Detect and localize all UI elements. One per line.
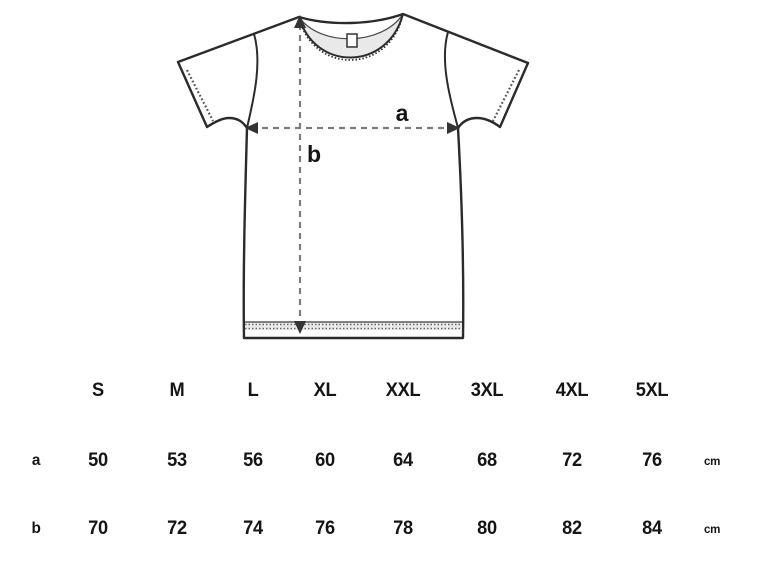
row-label-a: a [31,452,41,469]
collar-label-tag [346,33,358,48]
measurement-value: 78 [393,518,413,539]
right-cuff-stitch [492,69,520,122]
measurement-value: 72 [167,518,187,539]
length-arrowhead-top [294,15,306,28]
measurement-value: 64 [393,450,413,471]
size-column-header: L [247,380,259,401]
width-arrowhead-left [245,122,258,134]
measurement-value: 72 [562,450,582,471]
measurement-value: 80 [477,518,497,539]
collar-outer-line [298,13,404,59]
measurement-value: 53 [167,450,187,471]
unit-label: cm [703,522,721,536]
size-column-header: S [92,380,104,401]
unit-label: cm [703,454,721,468]
measurement-row-a: a 50 53 56 60 64 68 72 76 cm [0,450,760,472]
right-armhole-seam [443,31,459,129]
measurement-value: 82 [562,518,582,539]
measurement-value: 84 [642,518,662,539]
measurement-value: 50 [88,450,108,471]
measurement-value: 74 [243,518,263,539]
measurement-value: 70 [88,518,108,539]
tshirt-outline [176,12,530,340]
row-label-b: b [31,520,41,537]
left-armhole-seam [246,33,259,129]
width-arrow [245,122,460,134]
collar-stitch [299,17,403,61]
width-arrowhead-right [447,122,460,134]
size-column-header: XXL [385,380,421,401]
length-arrow [294,15,306,334]
size-column-header: 5XL [635,380,669,401]
size-column-header: M [169,380,185,401]
measurement-row-b: b 70 72 74 76 78 80 82 84 cm [0,518,760,540]
measurement-value: 76 [315,518,335,539]
size-header-row: S M L XL XXL 3XL 4XL 5XL [0,380,760,402]
length-arrowhead-bottom [294,321,306,334]
hem-band [246,322,462,330]
measurement-value: 60 [315,450,335,471]
measurement-value: 68 [477,450,497,471]
measurement-value: 56 [243,450,263,471]
length-arrow-label: b [307,141,321,167]
size-column-header: 3XL [470,380,504,401]
size-column-header: 4XL [555,380,589,401]
tshirt-drawing: a b [176,12,530,340]
left-cuff-stitch [186,69,214,122]
size-column-header: XL [313,380,337,401]
collar-rib-band [299,14,403,58]
measurement-value: 76 [642,450,662,471]
width-arrow-label: a [396,100,409,126]
